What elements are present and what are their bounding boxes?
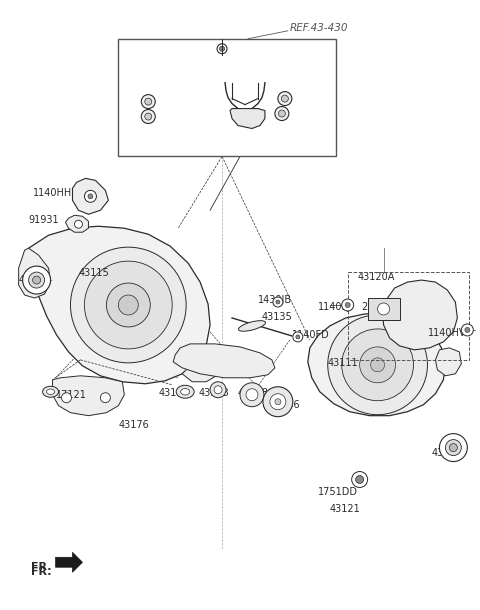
Circle shape: [378, 303, 390, 315]
Circle shape: [273, 297, 283, 307]
Polygon shape: [26, 226, 210, 384]
Circle shape: [461, 324, 473, 336]
Text: 1140HV: 1140HV: [428, 328, 466, 338]
Circle shape: [145, 98, 152, 105]
Text: 43920: 43920: [238, 56, 269, 66]
Text: 91931B: 91931B: [295, 104, 332, 113]
Circle shape: [240, 382, 264, 407]
Ellipse shape: [239, 321, 265, 331]
Text: 1751DD: 1751DD: [318, 487, 358, 498]
Polygon shape: [56, 552, 83, 572]
Circle shape: [71, 247, 186, 363]
Text: 43714B: 43714B: [119, 99, 156, 109]
Circle shape: [33, 276, 41, 284]
Text: 1140FD: 1140FD: [292, 330, 330, 340]
Circle shape: [74, 220, 83, 228]
Text: 43120A: 43120A: [358, 272, 395, 282]
Circle shape: [465, 328, 470, 332]
Circle shape: [275, 107, 289, 121]
Text: 43111: 43111: [328, 358, 359, 368]
Bar: [348, 272, 469, 360]
Text: 43136: 43136: [270, 400, 300, 410]
Circle shape: [275, 399, 281, 404]
Text: 21825B: 21825B: [361, 302, 399, 312]
Circle shape: [342, 329, 413, 401]
Circle shape: [445, 440, 461, 456]
Circle shape: [296, 335, 300, 339]
Text: 43134A: 43134A: [228, 360, 265, 370]
Ellipse shape: [176, 386, 194, 398]
Circle shape: [100, 393, 110, 403]
Circle shape: [141, 95, 155, 109]
Polygon shape: [19, 248, 50, 298]
Circle shape: [84, 190, 96, 203]
Circle shape: [270, 393, 286, 410]
Circle shape: [107, 283, 150, 327]
Circle shape: [84, 261, 172, 349]
Text: 1140HH: 1140HH: [33, 188, 72, 198]
Text: 43116: 43116: [158, 388, 189, 398]
Circle shape: [29, 272, 45, 288]
Circle shape: [278, 110, 286, 117]
Circle shape: [356, 476, 364, 484]
Text: 91931: 91931: [29, 215, 59, 225]
Text: 43119: 43119: [432, 448, 462, 458]
Text: 43123: 43123: [198, 388, 229, 398]
Text: REF.43-430: REF.43-430: [290, 23, 348, 33]
Circle shape: [352, 472, 368, 487]
Circle shape: [439, 434, 468, 462]
Text: 1430JB: 1430JB: [258, 295, 292, 305]
Circle shape: [219, 46, 225, 51]
Circle shape: [214, 386, 222, 393]
Circle shape: [371, 358, 384, 372]
Text: 17121: 17121: [56, 390, 86, 400]
Circle shape: [23, 266, 50, 294]
Text: 43135: 43135: [262, 312, 293, 322]
Text: 45328: 45328: [238, 388, 269, 398]
Circle shape: [281, 95, 288, 102]
Polygon shape: [182, 348, 220, 382]
Bar: [119, 39, 336, 156]
Circle shape: [293, 332, 303, 342]
Polygon shape: [173, 344, 275, 378]
Circle shape: [263, 387, 293, 417]
Circle shape: [210, 382, 226, 398]
Circle shape: [145, 113, 152, 120]
Circle shape: [119, 295, 138, 315]
Ellipse shape: [180, 389, 190, 395]
Circle shape: [61, 393, 72, 403]
Polygon shape: [230, 109, 265, 129]
Circle shape: [278, 92, 292, 106]
Polygon shape: [308, 313, 445, 415]
Text: 43121: 43121: [330, 504, 360, 514]
Ellipse shape: [43, 386, 59, 397]
Text: 43929: 43929: [255, 99, 286, 109]
Polygon shape: [383, 280, 457, 350]
Text: 43113: 43113: [19, 275, 49, 285]
Circle shape: [449, 443, 457, 451]
Circle shape: [141, 110, 155, 124]
Circle shape: [342, 299, 354, 311]
Text: 43929: 43929: [225, 87, 256, 96]
Circle shape: [88, 194, 93, 199]
Circle shape: [345, 303, 350, 307]
Polygon shape: [435, 348, 461, 376]
Ellipse shape: [47, 389, 55, 395]
Circle shape: [276, 300, 280, 304]
Text: 1140EJ: 1140EJ: [318, 302, 351, 312]
Circle shape: [360, 347, 396, 382]
Text: 1125DA: 1125DA: [295, 84, 334, 94]
Text: 43176: 43176: [119, 420, 149, 429]
Text: 43115: 43115: [78, 268, 109, 278]
Circle shape: [246, 389, 258, 401]
Polygon shape: [72, 178, 108, 214]
Text: 43838: 43838: [119, 113, 149, 124]
Polygon shape: [65, 215, 88, 232]
Text: FR.: FR.: [31, 562, 51, 572]
Circle shape: [217, 44, 227, 54]
Bar: [368, 298, 399, 320]
Circle shape: [328, 315, 428, 415]
Polygon shape: [52, 376, 124, 415]
Text: FR.: FR.: [31, 567, 51, 577]
